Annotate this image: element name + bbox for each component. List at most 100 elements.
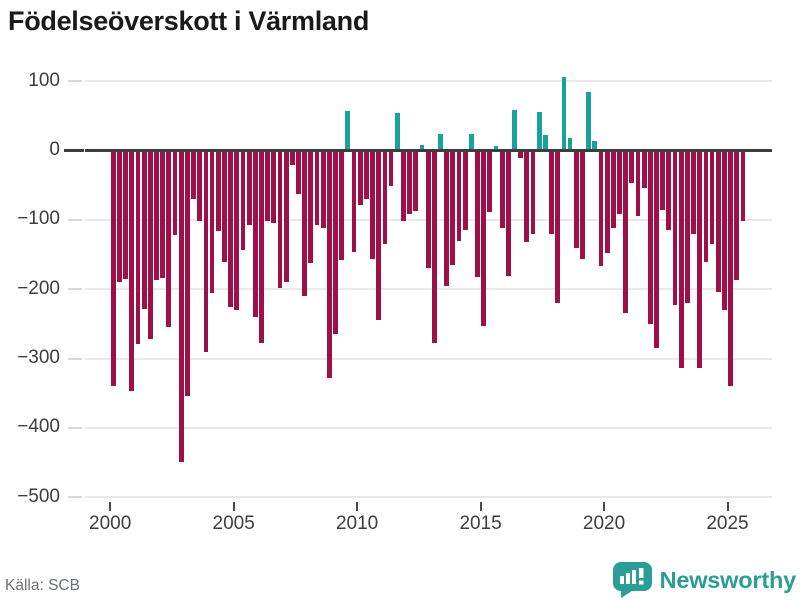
bar-2007Q1 — [283, 150, 289, 283]
bar-2010Q4 — [376, 150, 382, 321]
bar-2020Q2 — [610, 150, 616, 229]
bar-2001Q3 — [147, 150, 153, 339]
chart-title: Födelseöverskott i Värmland — [8, 6, 370, 36]
bar-2005Q4 — [252, 150, 258, 317]
bar-2005Q2 — [240, 150, 246, 250]
y-axis-label: 100 — [28, 69, 60, 91]
bar-2012Q4 — [425, 150, 431, 269]
bar-2004Q2 — [215, 150, 221, 231]
bar-2004Q4 — [228, 150, 233, 308]
bar-2003Q4 — [203, 150, 209, 353]
y-axis-tick — [68, 357, 82, 360]
bar-2016Q2 — [512, 110, 517, 151]
bar-2004Q1 — [209, 150, 215, 293]
bar-2013Q1 — [431, 150, 437, 343]
bar-2017Q3 — [543, 135, 548, 151]
x-axis-tick — [232, 502, 235, 511]
bar-2018Q3 — [567, 138, 573, 151]
bar-2006Q3 — [271, 150, 277, 223]
gridline--500 — [85, 496, 772, 499]
y-axis-label: −300 — [17, 347, 60, 369]
bar-2011Q1 — [382, 150, 388, 245]
bar-2017Q4 — [549, 150, 554, 234]
bar-2008Q3 — [320, 150, 326, 228]
bar-2006Q2 — [265, 150, 271, 221]
bar-2002Q3 — [172, 150, 178, 236]
bar-2022Q3 — [666, 150, 672, 231]
x-axis-label: 2000 — [89, 513, 132, 534]
bar-2023Q1 — [678, 150, 684, 368]
bar-2022Q2 — [660, 150, 666, 210]
bar-2015Q3 — [493, 145, 499, 151]
x-axis-label: 2025 — [706, 513, 749, 534]
gridline-100 — [85, 80, 772, 83]
newsworthy-logo[interactable]: Newsworthy — [612, 562, 796, 598]
bar-2004Q3 — [222, 150, 227, 262]
bar-2012Q2 — [413, 150, 419, 211]
bar-2000Q4 — [129, 150, 135, 391]
bar-2007Q3 — [296, 150, 301, 194]
bar-2011Q3 — [394, 113, 400, 151]
bar-2024Q4 — [722, 150, 727, 310]
bar-2010Q2 — [363, 150, 369, 200]
bar-2024Q2 — [709, 150, 715, 245]
x-axis-tick — [356, 502, 359, 511]
y-axis-tick — [68, 496, 82, 499]
x-axis-label: 2005 — [212, 513, 255, 534]
y-axis-label: −400 — [17, 416, 60, 438]
bar-2020Q3 — [617, 150, 622, 215]
bar-2019Q2 — [586, 92, 592, 151]
bar-2011Q2 — [388, 150, 394, 186]
bar-2008Q1 — [308, 150, 314, 263]
bar-2016Q1 — [505, 150, 511, 276]
bar-2017Q1 — [530, 150, 536, 234]
bar-2013Q4 — [450, 150, 456, 265]
y-axis-tick — [68, 288, 82, 291]
bar-2000Q2 — [117, 150, 122, 283]
bar-2001Q1 — [135, 150, 141, 344]
x-axis-label: 2015 — [459, 513, 502, 534]
bar-2006Q4 — [277, 150, 283, 288]
bar-2021Q1 — [629, 150, 635, 184]
y-axis-tick — [68, 80, 82, 83]
bar-2016Q4 — [524, 150, 530, 243]
x-axis-tick — [603, 502, 606, 511]
x-axis-label: 2020 — [582, 513, 626, 534]
bar-2014Q1 — [456, 150, 462, 241]
bar-2014Q4 — [475, 150, 480, 278]
x-axis-tick — [726, 502, 729, 511]
bar-2007Q2 — [289, 150, 295, 166]
y-axis-label: −200 — [17, 277, 60, 299]
bar-2021Q4 — [647, 150, 653, 324]
x-axis-tick — [109, 502, 112, 511]
bar-2019Q1 — [580, 150, 585, 260]
bar-2024Q1 — [703, 150, 709, 263]
bar-2018Q1 — [555, 150, 561, 304]
gridline--400 — [85, 426, 772, 429]
bar-2019Q3 — [592, 140, 598, 151]
bar-2018Q2 — [561, 77, 567, 151]
bar-2008Q2 — [314, 150, 320, 226]
bar-2024Q3 — [715, 150, 721, 292]
bar-2009Q3 — [345, 111, 351, 151]
bar-2013Q3 — [444, 150, 450, 286]
bar-2003Q1 — [184, 150, 190, 396]
bar-2012Q1 — [407, 150, 412, 215]
bar-2021Q3 — [641, 150, 647, 188]
y-axis-label: 0 — [49, 139, 60, 160]
bar-2014Q2 — [462, 150, 468, 231]
bar-2018Q4 — [573, 150, 579, 249]
bar-2016Q3 — [518, 150, 524, 159]
bar-2010Q3 — [370, 150, 375, 260]
y-axis-tick — [64, 149, 84, 152]
newsworthy-icon — [612, 562, 652, 598]
y-axis-tick — [68, 426, 82, 429]
bar-2007Q4 — [302, 150, 308, 297]
bar-2017Q2 — [536, 111, 542, 151]
source-text: Källa: SCB — [5, 577, 80, 594]
bar-2022Q4 — [672, 150, 678, 306]
bar-2020Q1 — [604, 150, 610, 254]
y-axis-label: −100 — [17, 208, 60, 230]
